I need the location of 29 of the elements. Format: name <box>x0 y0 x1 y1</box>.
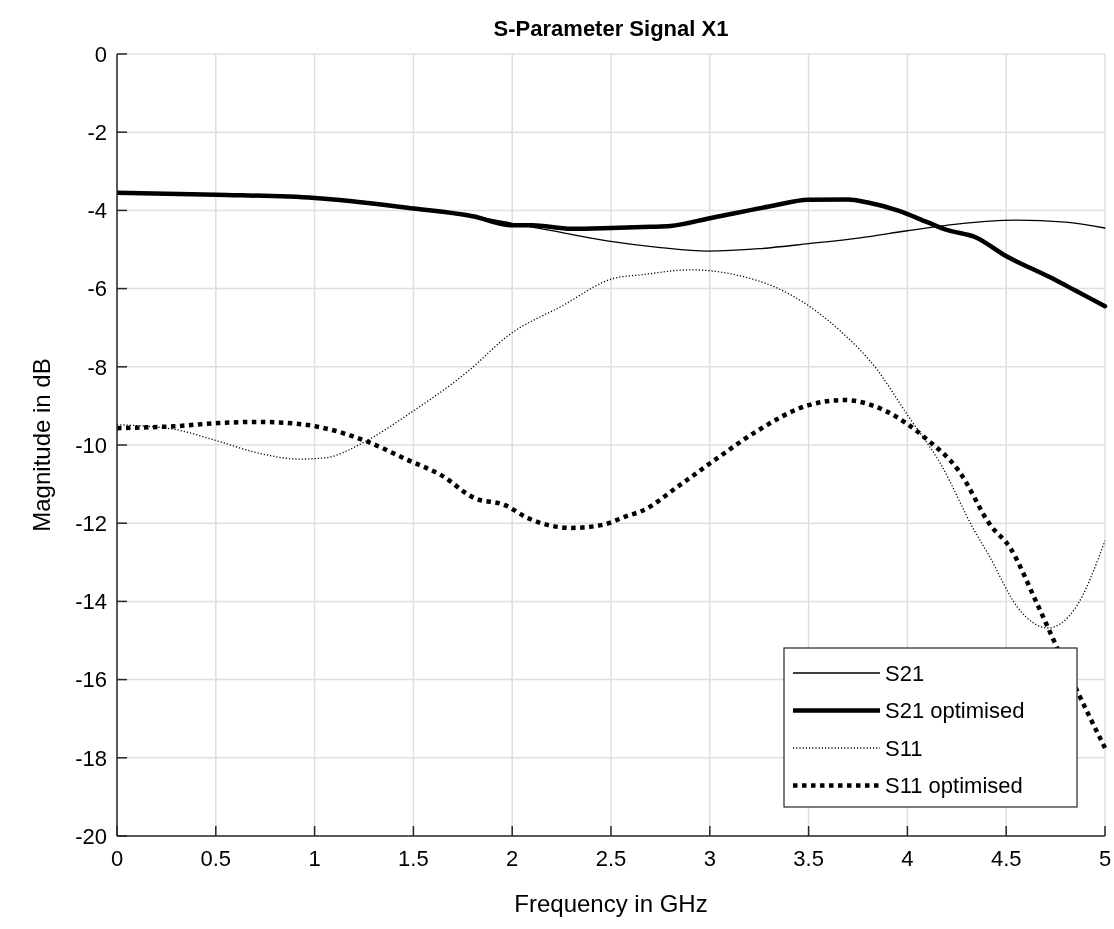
y-tick-label: -14 <box>75 589 107 615</box>
x-tick-label: 2 <box>506 846 519 871</box>
x-tick-label: 1.5 <box>398 846 429 871</box>
x-tick-label: 4 <box>901 846 914 871</box>
y-axis-title: Magnitude in dB <box>28 358 55 532</box>
x-axis-title: Frequency in GHz <box>514 890 708 917</box>
y-tick-label: -8 <box>87 354 107 380</box>
x-tick-label: 3 <box>703 846 716 871</box>
x-tick-label: 2.5 <box>595 846 627 871</box>
y-tick-label: 0 <box>94 41 107 67</box>
y-tick-label: -10 <box>75 432 107 458</box>
y-tick-label: -4 <box>87 198 107 224</box>
y-tick-label: -20 <box>75 823 107 849</box>
x-tick-label: 3.5 <box>793 846 824 871</box>
x-tick-label: 1 <box>308 846 321 871</box>
legend-label: S11 <box>885 735 923 761</box>
chart-title: S-Parameter Signal X1 <box>493 16 729 41</box>
x-tick-label: 0 <box>110 846 124 871</box>
y-tick-label: -12 <box>75 510 107 536</box>
y-tick-label: -18 <box>75 745 107 771</box>
x-tick-label: 4.5 <box>990 846 1022 871</box>
x-tick-label: 5 <box>1098 846 1112 871</box>
y-tick-label: -16 <box>75 667 107 693</box>
x-tick-label: 0.5 <box>200 846 232 871</box>
y-tick-label: -6 <box>87 276 107 302</box>
legend-label: S21 optimised <box>885 698 1025 724</box>
legend-label: S11 optimised <box>885 773 1023 799</box>
legend-label: S21 <box>885 660 925 686</box>
y-tick-label: -2 <box>87 119 107 145</box>
